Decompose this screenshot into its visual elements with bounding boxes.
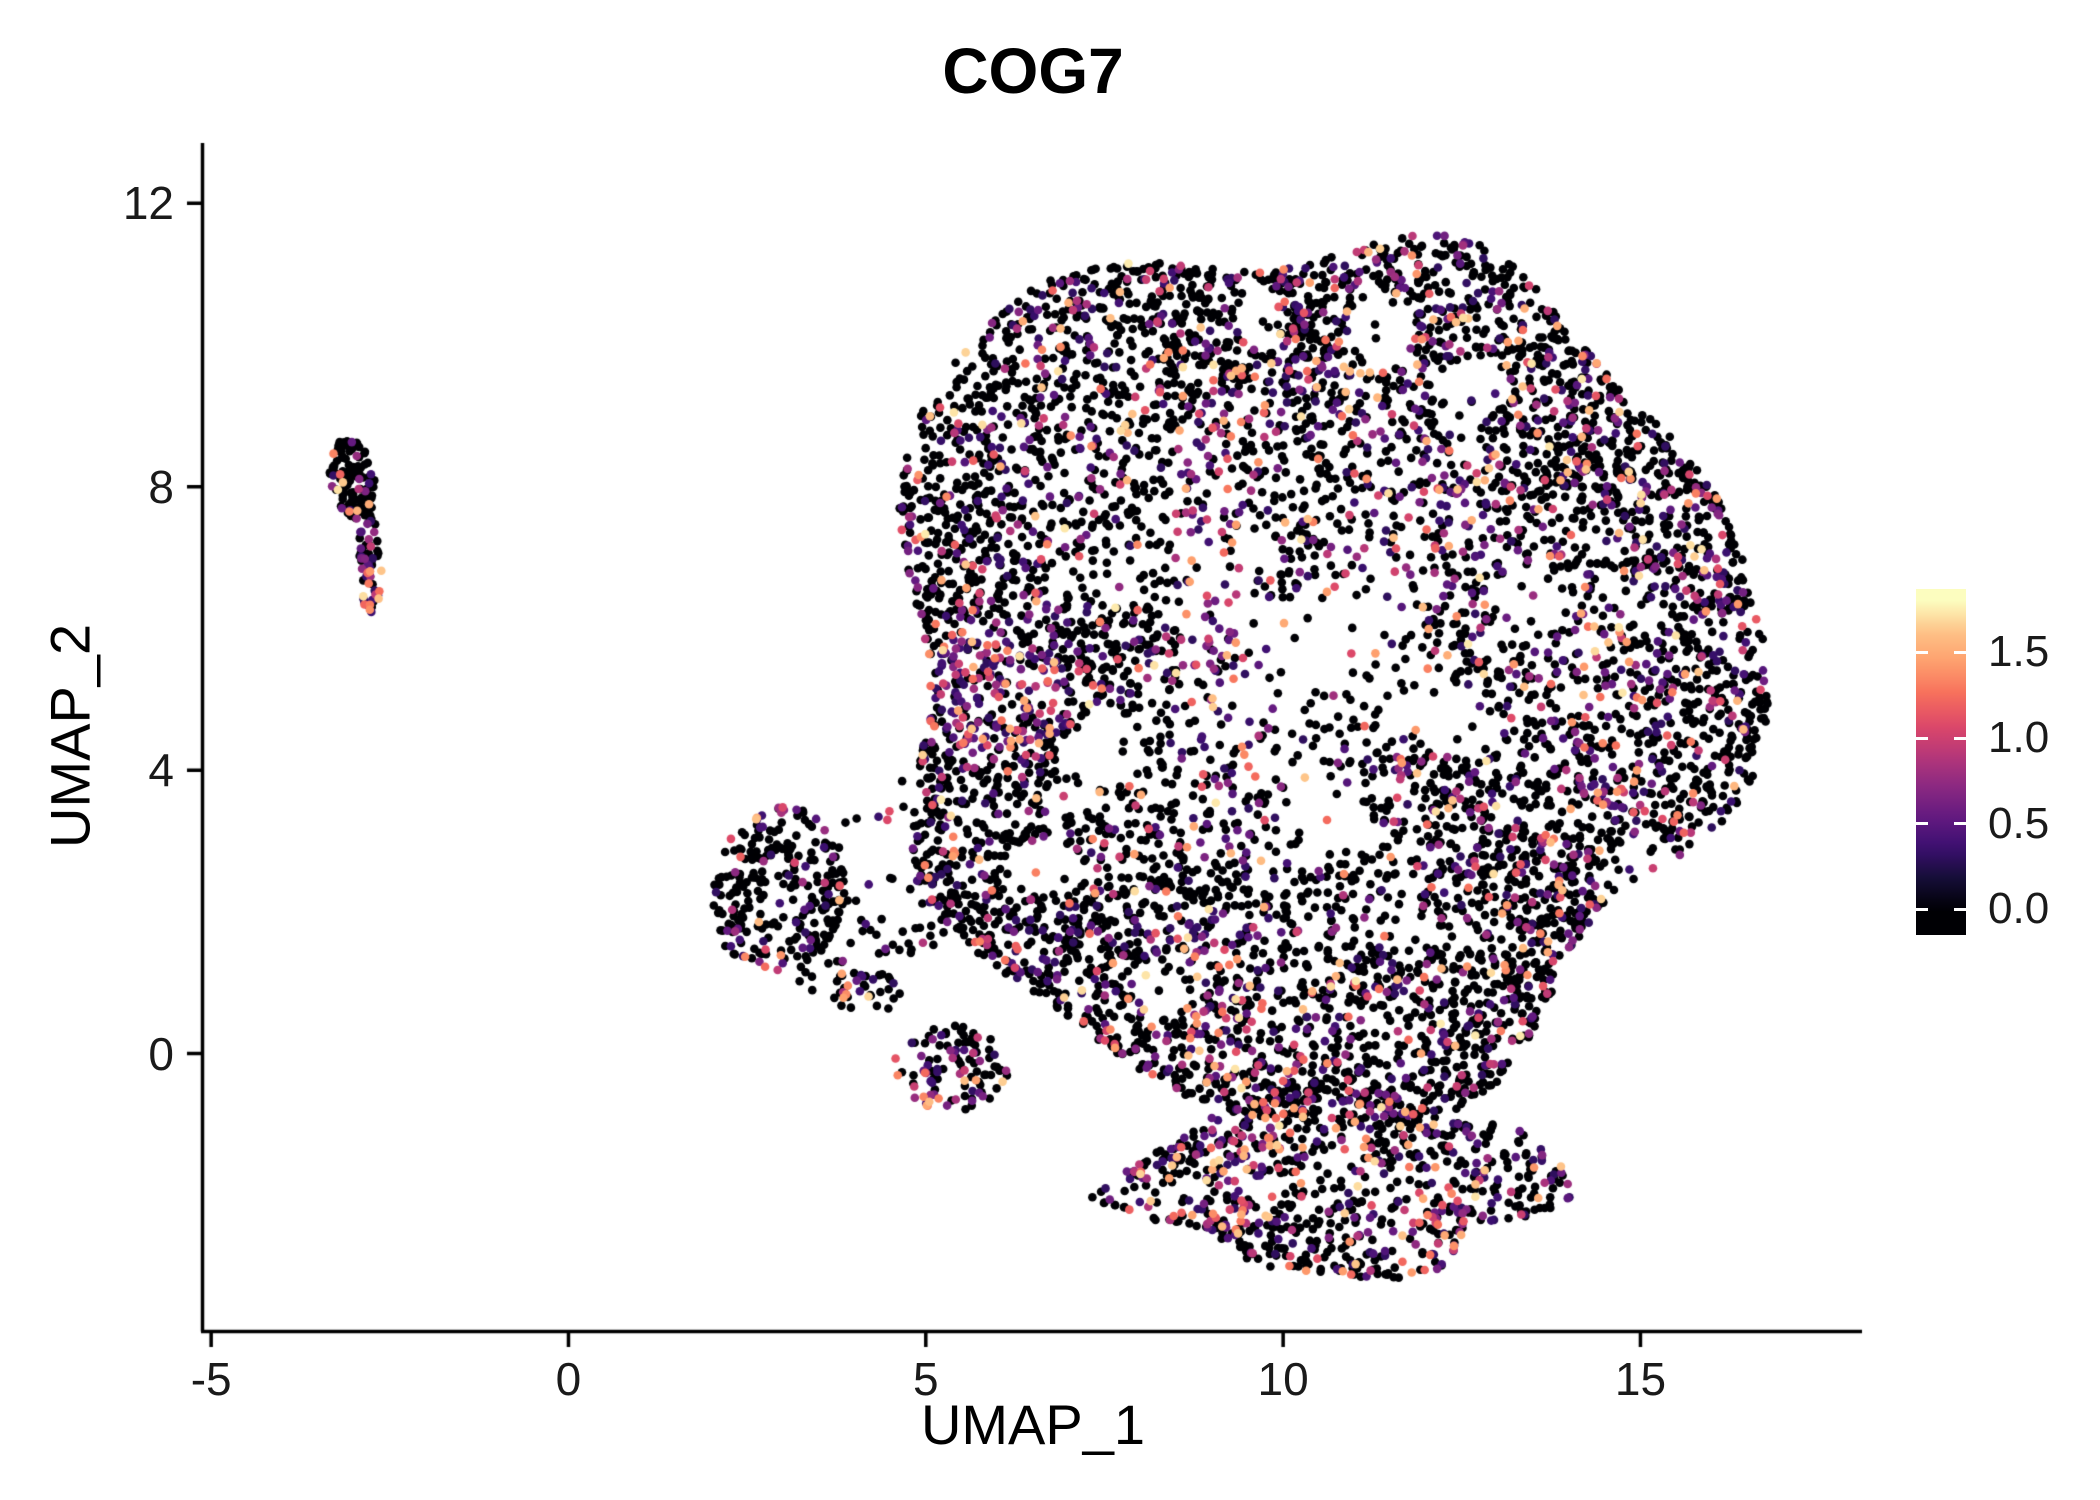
x-tick-label: 10: [1257, 1353, 1309, 1405]
colorbar-tick: [1954, 907, 1966, 911]
x-tick-label: 15: [1614, 1353, 1667, 1405]
colorbar-tick-label: 1.5: [1988, 627, 2050, 677]
colorbar-tick: [1916, 822, 1928, 826]
colorbar-tick: [1916, 650, 1928, 654]
y-tick-label: 4: [148, 744, 174, 797]
y-tick-label: 12: [122, 177, 174, 230]
colorbar-tick-label: 0.5: [1988, 798, 2050, 848]
x-tick-label: -5: [190, 1353, 232, 1405]
x-tick-label: 5: [913, 1353, 939, 1405]
colorbar-tick-label: 1.0: [1988, 713, 2050, 763]
y-axis-title: UMAP_2: [38, 623, 102, 849]
x-tick-label: 0: [555, 1353, 582, 1405]
y-tick-label: 0: [148, 1027, 174, 1080]
colorbar-tick: [1954, 650, 1966, 654]
colorbar-tick: [1954, 822, 1966, 826]
colorbar-tick: [1954, 736, 1966, 740]
colorbar: [1916, 589, 1966, 935]
y-tick-label: 8: [148, 460, 174, 513]
colorbar-tick: [1916, 907, 1928, 911]
x-axis-title: UMAP_1: [920, 1393, 1146, 1456]
chart-title: COG7: [942, 35, 1124, 107]
colorbar-tick: [1916, 736, 1928, 740]
colorbar-tick-label: 0.0: [1988, 884, 2050, 934]
